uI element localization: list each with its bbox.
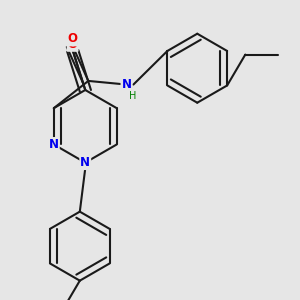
Text: N: N: [49, 138, 59, 151]
Text: H: H: [129, 92, 136, 101]
Text: O: O: [68, 38, 78, 51]
Text: O: O: [67, 32, 77, 45]
Text: N: N: [122, 78, 131, 91]
Text: N: N: [80, 156, 90, 169]
